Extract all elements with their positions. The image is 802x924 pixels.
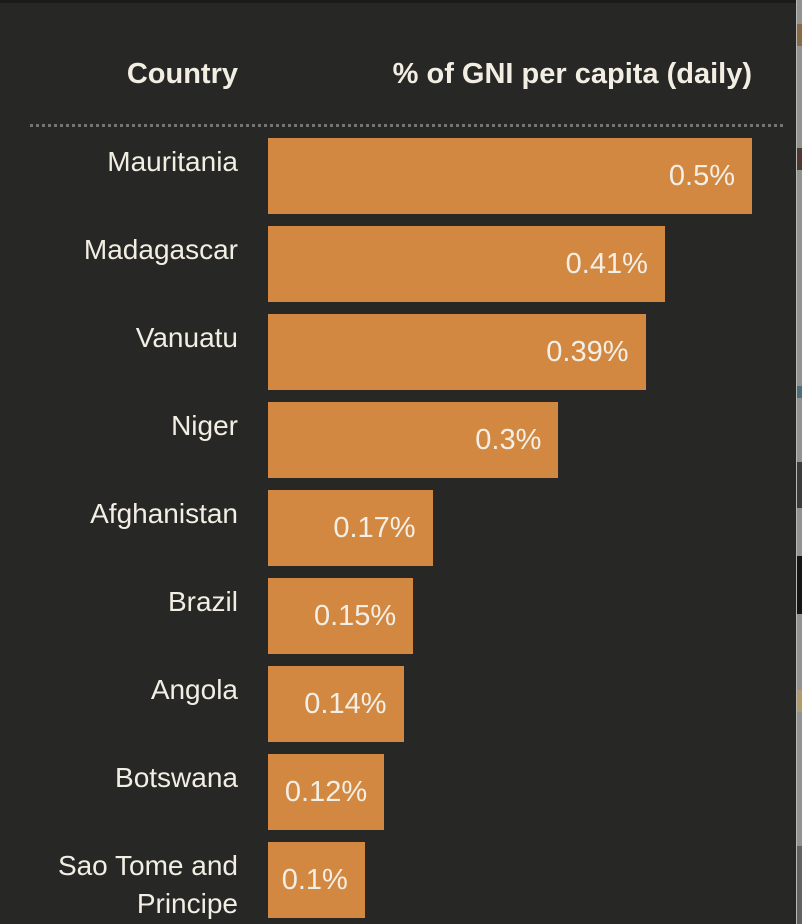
scrollbar-mark	[797, 462, 802, 508]
bar-value-label: 0.14%	[304, 687, 387, 720]
bar-track: 0.1%	[268, 842, 752, 918]
bar-value-label: 0.39%	[546, 335, 629, 368]
table-header: Country % of GNI per capita (daily)	[0, 56, 797, 92]
bar-value-label: 0.17%	[333, 511, 416, 544]
bar-track: 0.41%	[268, 226, 752, 302]
bar-track: 0.12%	[268, 754, 752, 830]
bar: 0.1%	[268, 842, 365, 918]
bar-value-label: 0.15%	[313, 599, 397, 632]
bar-value-label: 0.12%	[284, 775, 368, 808]
bar: 0.41%	[268, 226, 665, 302]
country-label: Botswana	[115, 762, 238, 793]
country-label: Niger	[171, 410, 238, 441]
bar-chart: Mauritania 0.5% Madagascar 0.41% Vanuatu…	[0, 138, 797, 923]
chart-row: Vanuatu 0.39%	[0, 314, 797, 390]
country-label: Mauritania	[107, 146, 238, 177]
bar: 0.3%	[268, 402, 559, 478]
chart-row: Botswana 0.12%	[0, 754, 797, 830]
chart-row: Mauritania 0.5%	[0, 138, 797, 214]
country-label: Madagascar	[83, 234, 238, 265]
scrollbar-mark	[797, 846, 802, 924]
country-label: Brazil	[167, 586, 238, 617]
chart-row: Brazil 0.15%	[0, 578, 797, 654]
chart-row: Madagascar 0.41%	[0, 226, 797, 302]
bar: 0.12%	[268, 754, 385, 830]
chart-row: Sao Tome and Principe 0.1%	[0, 842, 797, 923]
bar-value-label: 0.1%	[281, 863, 348, 896]
bar-track: 0.3%	[268, 402, 752, 478]
scrollbar-track[interactable]	[796, 0, 802, 924]
country-label: Angola	[150, 674, 238, 705]
bar-value-label: 0.41%	[565, 247, 648, 280]
scrollbar-mark	[797, 386, 802, 398]
country-label: Afghanistan	[90, 498, 238, 529]
scrollbar-mark	[797, 690, 802, 712]
top-edge-shadow	[0, 0, 802, 3]
bar-track: 0.17%	[268, 490, 752, 566]
bar-value-label: 0.5%	[668, 159, 735, 192]
bar: 0.39%	[268, 314, 646, 390]
bar-track: 0.5%	[268, 138, 752, 214]
chart-row: Niger 0.3%	[0, 402, 797, 478]
bar: 0.5%	[268, 138, 752, 214]
scrollbar-mark	[797, 556, 802, 614]
chart-row: Afghanistan 0.17%	[0, 490, 797, 566]
scrollbar-mark	[797, 148, 802, 170]
bar-value-label: 0.3%	[475, 423, 542, 456]
bar: 0.15%	[268, 578, 414, 654]
dotted-divider	[30, 124, 783, 127]
chart-row: Angola 0.14%	[0, 666, 797, 742]
value-column-header: % of GNI per capita (daily)	[392, 58, 752, 90]
country-label: Vanuatu	[135, 322, 238, 353]
bar-track: 0.14%	[268, 666, 752, 742]
country-label: Sao Tome and Principe	[57, 850, 238, 919]
country-column-header: Country	[126, 58, 238, 90]
scrollbar-mark	[797, 24, 802, 46]
bar-track: 0.15%	[268, 578, 752, 654]
bar: 0.14%	[268, 666, 404, 742]
bar-track: 0.39%	[268, 314, 752, 390]
bar: 0.17%	[268, 490, 433, 566]
